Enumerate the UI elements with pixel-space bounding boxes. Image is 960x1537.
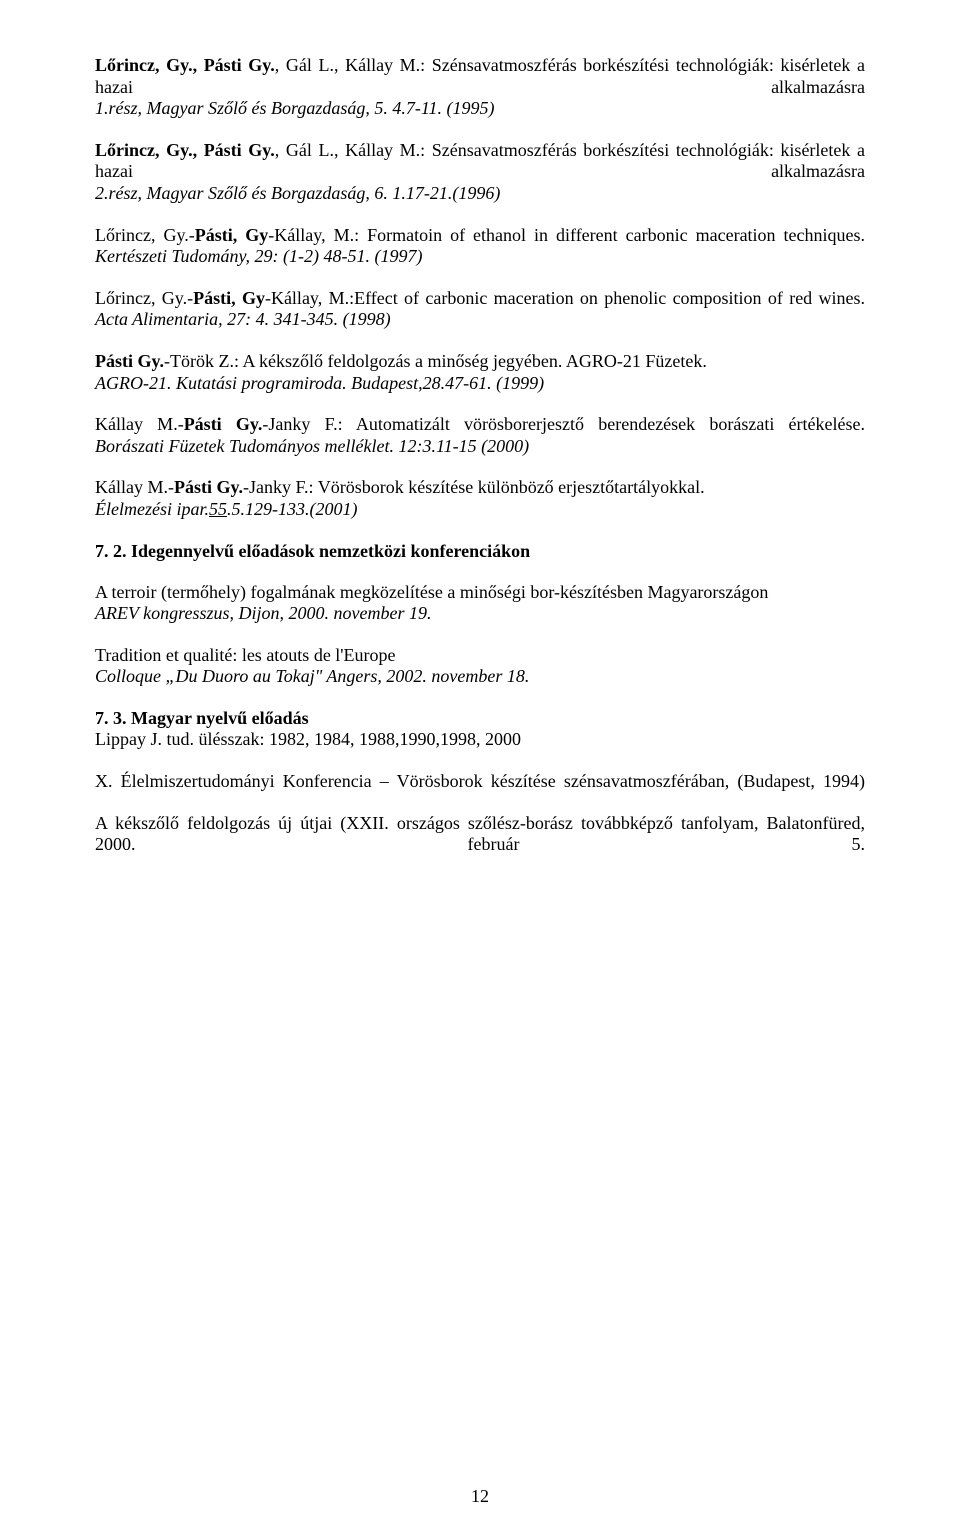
source-underlined: 55: [209, 499, 227, 519]
source-line: Kertészeti Tudomány, 29: (1-2) 48-51. (1…: [95, 246, 865, 268]
conference-source: AREV kongresszus, Dijon, 2000. november …: [95, 603, 865, 625]
reference-entry: Kállay M.-Pásti Gy.-Janky F.: Vörösborok…: [95, 477, 865, 520]
conference-entry: A terroir (termőhely) fogalmának megköze…: [95, 582, 865, 625]
reference-entry: Lőrincz, Gy., Pásti Gy., Gál L., Kállay …: [95, 55, 865, 120]
author-bold: Pásti Gy.: [184, 414, 263, 434]
conference-text: X. Élelmiszertudományi Konferencia – Vör…: [95, 771, 865, 793]
author-bold: Pásti, Gy: [193, 288, 265, 308]
conference-text: A kékszőlő feldolgozás új útjai (XXII. o…: [95, 813, 865, 856]
page-number: 12: [0, 1486, 960, 1507]
source-pre: Élelmezési ipar.: [95, 499, 209, 519]
source-line: 2.rész, Magyar Szőlő és Borgazdaság, 6. …: [95, 183, 865, 205]
conference-entry: Tradition et qualité: les atouts de l'Eu…: [95, 645, 865, 688]
author-bold: Pásti, Gy: [195, 225, 269, 245]
reference-entry: Lőrincz, Gy.-Pásti, Gy-Kállay, M.:Effect…: [95, 288, 865, 331]
author-pre: Lőrincz, Gy.-: [95, 225, 195, 245]
author-bold: Lőrincz, Gy., Pásti Gy.: [95, 55, 275, 75]
author-plain: -Török Z.: A kékszőlő feldolgozás a minő…: [164, 351, 707, 371]
source-line: Borászati Füzetek Tudományos melléklet. …: [95, 436, 865, 458]
reference-entry: Kállay M.-Pásti Gy.-Janky F.: Automatizá…: [95, 414, 865, 457]
section-heading-72: 7. 2. Idegennyelvű előadások nemzetközi …: [95, 541, 865, 562]
reference-entry: Lőrincz, Gy.-Pásti, Gy-Kállay, M.: Forma…: [95, 225, 865, 268]
source-line: Acta Alimentaria, 27: 4. 341-345. (1998): [95, 309, 865, 331]
document-page: Lőrincz, Gy., Pásti Gy., Gál L., Kállay …: [0, 0, 960, 1537]
conference-source: Colloque „Du Duoro au Tokaj" Angers, 200…: [95, 666, 865, 688]
author-bold: Pásti Gy.: [174, 477, 243, 497]
conference-title: A terroir (termőhely) fogalmának megköze…: [95, 582, 865, 604]
author-pre: Lőrincz, Gy.-: [95, 288, 193, 308]
source-line: Élelmezési ipar.55.5.129-133.(2001): [95, 499, 865, 521]
reference-entry: Lőrincz, Gy., Pásti Gy., Gál L., Kállay …: [95, 140, 865, 205]
author-plain: -Janky F.: Automatizált vörösborerjesztő…: [262, 414, 865, 434]
section-73-block: 7. 3. Magyar nyelvű előadás Lippay J. tu…: [95, 708, 865, 751]
author-bold: Lőrincz, Gy., Pásti Gy.: [95, 140, 275, 160]
conference-entry: X. Élelmiszertudományi Konferencia – Vör…: [95, 771, 865, 793]
author-bold: Pásti Gy.: [95, 351, 164, 371]
author-pre: Kállay M.-: [95, 477, 174, 497]
section-73-line: Lippay J. tud. ülésszak: 1982, 1984, 198…: [95, 729, 865, 751]
author-pre: Kállay M.-: [95, 414, 184, 434]
conference-title: Tradition et qualité: les atouts de l'Eu…: [95, 645, 865, 667]
author-plain: -Kállay, M.: Formatoin of ethanol in dif…: [268, 225, 865, 245]
author-plain: -Kállay, M.:Effect of carbonic maceratio…: [265, 288, 865, 308]
source-line: 1.rész, Magyar Szőlő és Borgazdaság, 5. …: [95, 98, 865, 120]
conference-entry: A kékszőlő feldolgozás új útjai (XXII. o…: [95, 813, 865, 856]
source-line: AGRO-21. Kutatási programiroda. Budapest…: [95, 373, 865, 395]
source-post: .5.129-133.(2001): [227, 499, 357, 519]
section-heading-73: 7. 3. Magyar nyelvű előadás: [95, 708, 865, 730]
reference-entry: Pásti Gy.-Török Z.: A kékszőlő feldolgoz…: [95, 351, 865, 394]
author-plain: -Janky F.: Vörösborok készítése különböz…: [243, 477, 705, 497]
